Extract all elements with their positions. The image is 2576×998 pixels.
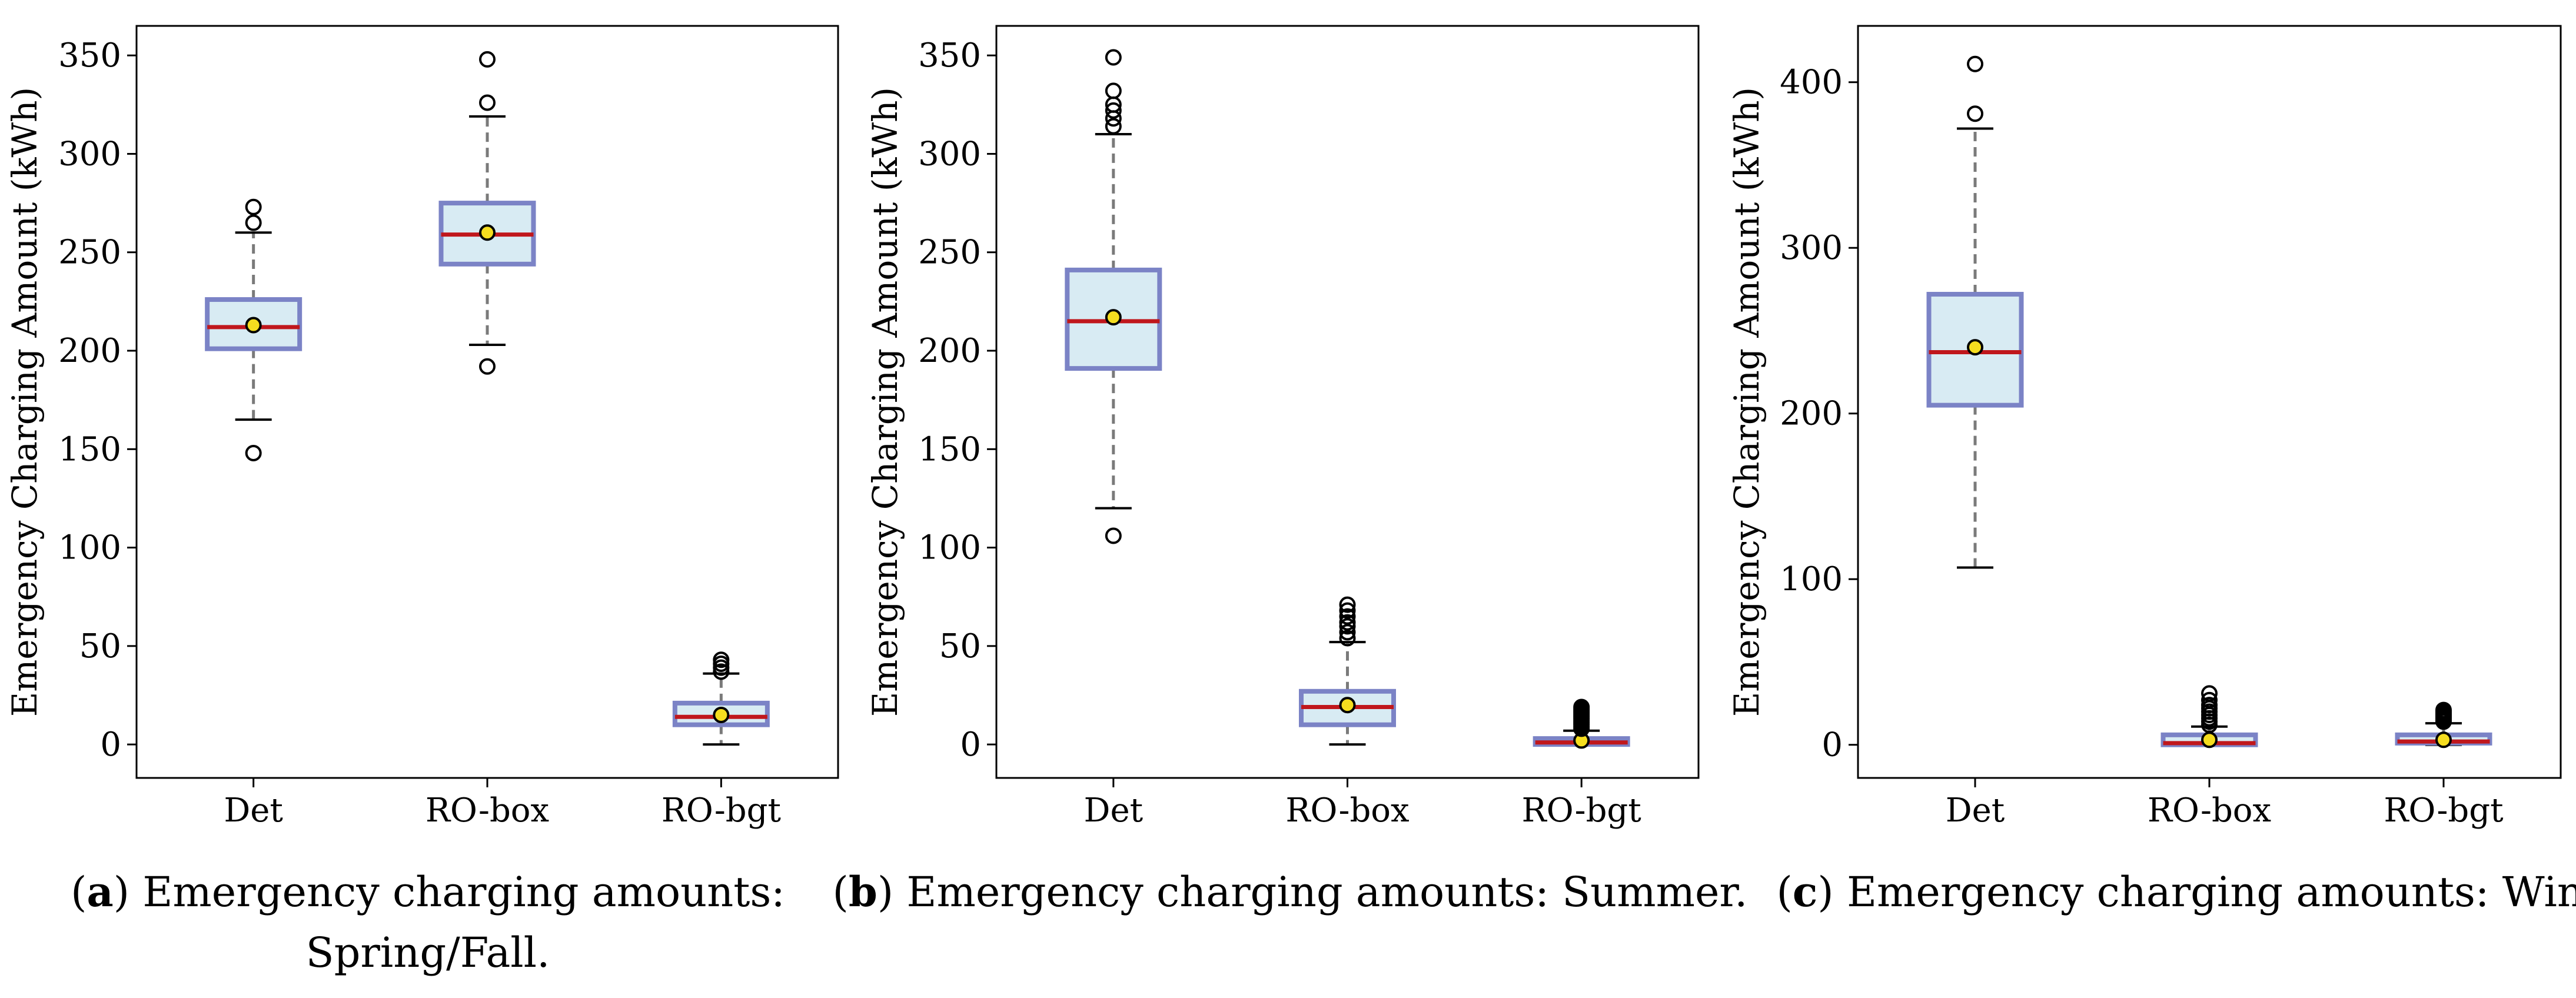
panel-b-x-tick-label: RO-bgt <box>1522 791 1642 830</box>
panel-c-det-outlier-point <box>1967 105 1983 122</box>
panel-a-ro-box-outlier-point <box>479 94 496 111</box>
panel-b-det-outlier-point <box>1105 82 1122 99</box>
panel-a-y-axis-label: Emergency Charging Amount (kWh) <box>5 87 45 717</box>
panel-c-ro-box-outlier-point <box>2201 697 2218 714</box>
panel-a-ro-bgt-mean-marker <box>713 706 730 723</box>
panel-c-det-outlier-point <box>1967 55 1983 72</box>
panel-b-y-axis-label: Emergency Charging Amount (kWh) <box>865 87 905 717</box>
panel-a-ro-box-mean-marker <box>479 224 496 241</box>
panel-b-ro-box-outlier-point <box>1339 614 1356 631</box>
panel-a-y-tick-label: 250 <box>58 234 121 272</box>
panel-c-axes-frame <box>1857 25 2562 779</box>
panel-c-chart: Det RO-box RO-bgt 0 100 200 300 400 Emergency Ch… <box>1727 25 2576 916</box>
panel-b-ro-box-outlier-point <box>1339 602 1356 619</box>
panel-c-ro-bgt-mean-marker <box>2435 731 2452 748</box>
panel-b-y-tick-label: 250 <box>918 234 981 272</box>
panel-a-det-outlier-point <box>245 198 262 215</box>
panel-c-y-tick-label: 0 <box>1822 726 1843 764</box>
panel-a-y-tick-label: 0 <box>100 726 121 764</box>
panel-b-ro-box-mean-marker <box>1339 697 1356 714</box>
panel-c-y-tick-label: 400 <box>1780 64 1843 102</box>
panel-b-y-tick-label: 350 <box>918 36 981 75</box>
panel-a-x-tick-label: Det <box>224 791 283 830</box>
panel-b-chart: Det RO-box RO-bgt 0 50 100 150 200 250 300 350 Emer… <box>833 25 1748 916</box>
panel-c-ro-box-outlier-point <box>2201 691 2218 708</box>
panel-a-det-outlier-point <box>245 444 262 461</box>
panel-b-det-outlier-point <box>1105 527 1122 544</box>
panel-a-x-tick-label: RO-bgt <box>662 791 782 830</box>
panel-b-caption: (b) Emergency charging amounts: Summer. <box>833 867 1748 916</box>
panel-a-ro-box-outlier-point <box>479 358 496 375</box>
panel-b-x-tick-label: RO-box <box>1285 791 1409 830</box>
panel-b-ro-box-outlier-point <box>1339 608 1356 625</box>
panel-b-ro-bgt-outlier-point <box>1573 698 1590 716</box>
panel-b-det-outlier-point <box>1105 102 1122 119</box>
panel-b-y-tick-label: 150 <box>918 430 981 468</box>
panel-b-ro-box-outlier-point <box>1339 596 1356 613</box>
panel-c-y-tick-label: 200 <box>1780 395 1843 433</box>
panel-b-det-outlier-point <box>1105 118 1122 135</box>
panel-b-ro-box-outlier-point <box>1339 624 1356 641</box>
panel-c-y-tick-label: 300 <box>1780 229 1843 267</box>
panel-c-y-tick-label: 100 <box>1780 560 1843 598</box>
panel-c-det-mean-marker <box>1967 339 1983 356</box>
panel-c-ro-box-outlier-point <box>2201 685 2218 702</box>
panel-a-ro-bgt-outlier-point <box>713 651 730 668</box>
panel-a-det-outlier-point <box>245 214 262 231</box>
panel-c-caption: (c) Emergency charging amounts: Winter. <box>1776 867 2576 916</box>
panel-c-x-tick-label: RO-bgt <box>2384 791 2504 830</box>
panel-b-y-tick-label: 50 <box>939 627 981 666</box>
panel-c-ro-box-mean-marker <box>2201 731 2218 748</box>
panel-a-y-tick-label: 200 <box>58 332 121 370</box>
panel-a-y-tick-label: 350 <box>58 36 121 75</box>
panel-a-y-tick-label: 150 <box>58 430 121 468</box>
panel-b-y-tick-label: 100 <box>918 529 981 567</box>
panel-a-x-tick-label: RO-box <box>426 791 549 830</box>
panel-a-caption: (a) Emergency charging amounts: <box>71 867 785 916</box>
panel-a-axes-frame <box>135 25 839 779</box>
panel-b-det-outlier-point <box>1105 49 1122 66</box>
panel-a-ro-box-outlier-point <box>479 51 496 68</box>
panel-b-x-tick-label: Det <box>1084 791 1144 830</box>
panel-b-y-tick-label: 0 <box>960 726 981 764</box>
panel-c-ro-bgt-outlier-point <box>2435 701 2452 718</box>
panel-c-x-tick-label: RO-box <box>2148 791 2271 830</box>
panel-a-y-tick-label: 50 <box>79 627 121 666</box>
panel-b-y-tick-label: 300 <box>918 135 981 173</box>
panel-a-y-tick-label: 300 <box>58 135 121 173</box>
panel-c-x-tick-label: Det <box>1946 791 2005 830</box>
panel-a-y-tick-label: 100 <box>58 529 121 567</box>
panel-a-chart: Det RO-box RO-bgt 0 50 100 150 200 250 300 350 Emer… <box>5 25 839 977</box>
panel-a-det-mean-marker <box>245 317 262 334</box>
panel-b-axes-frame <box>995 25 1700 779</box>
panel-c-y-axis-label: Emergency Charging Amount (kWh) <box>1727 87 1767 717</box>
panel-b-ro-box-outlier-point <box>1339 630 1356 647</box>
panel-a-caption-line2: Spring/Fall. <box>306 929 550 977</box>
panel-b-y-tick-label: 200 <box>918 332 981 370</box>
panel-b-det-mean-marker <box>1105 309 1122 326</box>
